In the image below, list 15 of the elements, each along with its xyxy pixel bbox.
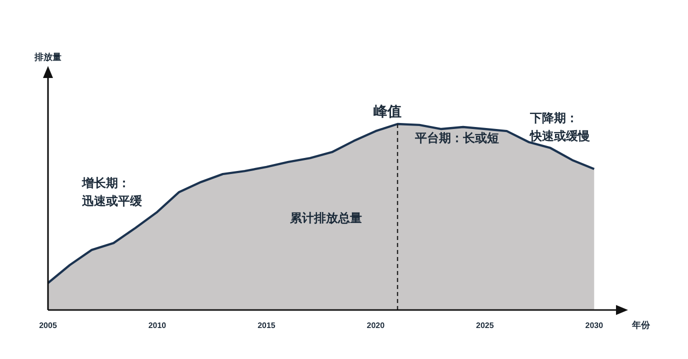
tick: 2030 xyxy=(585,321,604,330)
annotation: 峰值 xyxy=(374,103,402,119)
annotation: 迅速或平缓 xyxy=(82,194,142,208)
annotation: 快速或缓慢 xyxy=(530,129,590,143)
tick: 2010 xyxy=(148,321,166,330)
tick: 2005 xyxy=(39,321,57,330)
tick: 2025 xyxy=(476,321,494,330)
annotation: 下降期： xyxy=(530,111,578,125)
tick: 2015 xyxy=(258,321,276,330)
xlabel: 年份 xyxy=(632,320,650,330)
annotation: 累计排放总量 xyxy=(290,211,362,225)
annotation: 增长期： xyxy=(82,176,130,190)
tick: 2020 xyxy=(366,321,385,330)
annotation: 平台期：长或短 xyxy=(415,131,499,145)
annotation: 排放量 xyxy=(34,52,62,62)
